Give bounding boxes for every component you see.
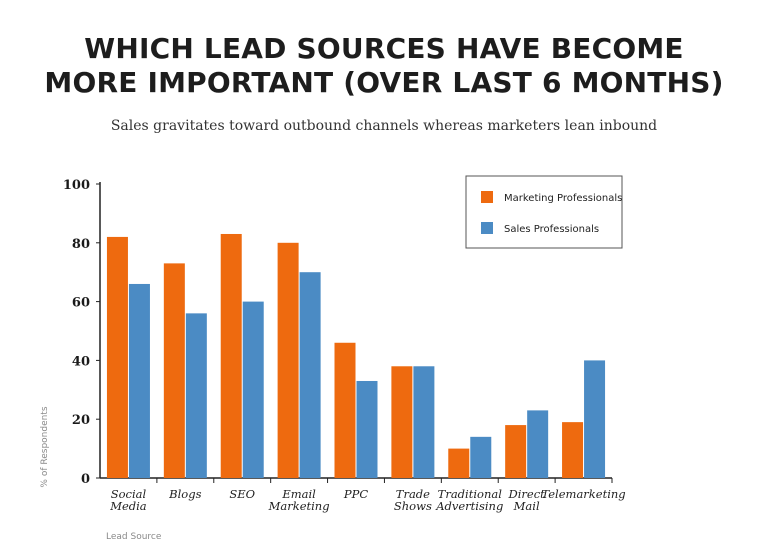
legend-box bbox=[465, 175, 623, 249]
legend-swatch bbox=[481, 191, 493, 203]
bar-marketing bbox=[334, 342, 356, 478]
chart-title-line-1: WHICH LEAD SOURCES HAVE BECOME bbox=[84, 32, 684, 65]
x-tick-label: Email bbox=[281, 487, 316, 501]
bar-marketing bbox=[220, 233, 242, 478]
x-tick-label: Blogs bbox=[168, 487, 201, 501]
x-tick-label: Marketing bbox=[268, 499, 330, 513]
y-tick-label: 60 bbox=[72, 296, 90, 311]
x-tick-label: Social bbox=[111, 487, 147, 501]
bar-sales bbox=[470, 436, 492, 478]
x-tick-label: Advertising bbox=[435, 499, 503, 513]
x-tick-label: Traditional bbox=[438, 487, 503, 501]
bar-sales bbox=[527, 410, 549, 478]
bar-marketing bbox=[562, 422, 584, 478]
y-tick-label: 80 bbox=[72, 237, 90, 252]
x-tick-label: Mail bbox=[513, 499, 540, 513]
bar-marketing bbox=[391, 366, 413, 478]
chart-title-line-2: MORE IMPORTANT (OVER LAST 6 MONTHS) bbox=[44, 66, 724, 99]
bar-marketing bbox=[277, 242, 299, 478]
x-tick-label: Shows bbox=[394, 499, 432, 513]
bar-marketing bbox=[505, 425, 527, 478]
x-tick-label: SEO bbox=[229, 487, 255, 501]
y-tick-label: 20 bbox=[72, 413, 90, 428]
chart-subtitle: Sales gravitates toward outbound channel… bbox=[110, 118, 658, 134]
x-tick-label: Media bbox=[109, 499, 147, 513]
legend-label: Sales Professionals bbox=[504, 224, 599, 235]
x-tick-label: Trade bbox=[396, 487, 430, 501]
y-axis-label: % of Respondents bbox=[40, 406, 50, 487]
y-tick-label: 100 bbox=[63, 178, 90, 193]
bar-sales bbox=[413, 366, 435, 478]
bar-marketing bbox=[163, 263, 185, 478]
x-tick-label: Direct bbox=[508, 487, 546, 501]
legend-label: Marketing Professionals bbox=[504, 193, 622, 204]
bar-marketing bbox=[448, 448, 470, 478]
bar-sales bbox=[185, 313, 207, 478]
legend-swatch bbox=[481, 222, 493, 234]
x-axis-label: Lead Source bbox=[106, 532, 162, 542]
bar-sales bbox=[242, 301, 264, 478]
chart-title: WHICH LEAD SOURCES HAVE BECOME MORE IMPO… bbox=[0, 32, 768, 100]
x-tick-label: PPC bbox=[343, 487, 368, 501]
y-tick-label: 0 bbox=[81, 472, 90, 487]
y-tick-label: 40 bbox=[72, 354, 90, 369]
bar-marketing bbox=[106, 236, 128, 478]
x-tick-label: Telemarketing bbox=[541, 487, 625, 501]
bar-sales bbox=[584, 360, 606, 478]
bar-sales bbox=[299, 272, 321, 478]
bar-sales bbox=[128, 283, 150, 478]
bar-sales bbox=[356, 380, 378, 478]
